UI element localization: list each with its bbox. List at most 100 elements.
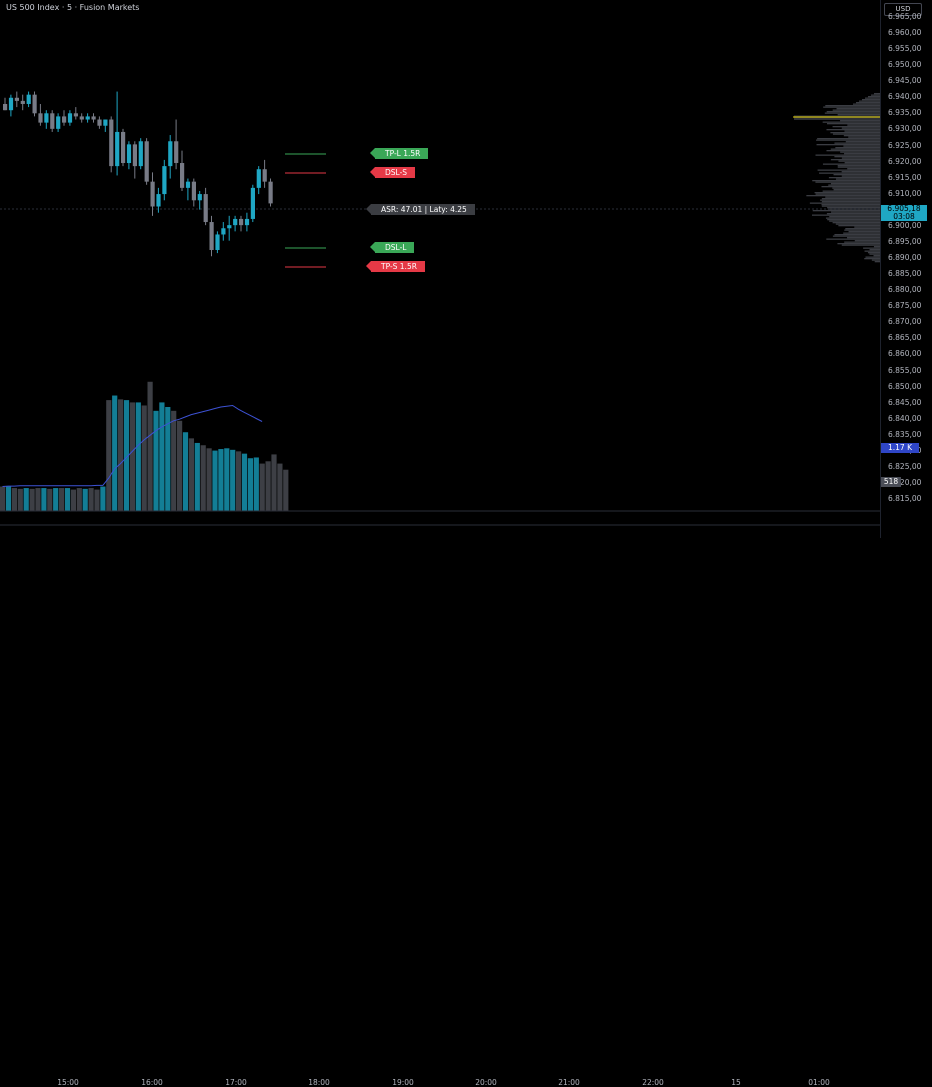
candle-body — [250, 187, 255, 219]
volume-bar — [123, 400, 130, 511]
volume-profile-row — [834, 234, 880, 236]
volume-profile-row — [841, 171, 880, 173]
price-tick-label: 6.930,00 — [888, 124, 922, 134]
candle-body — [203, 194, 208, 223]
volume-bar — [82, 488, 88, 511]
price-tick-label: 6.945,00 — [888, 76, 922, 86]
candle-body — [191, 181, 196, 201]
candle-body — [244, 218, 250, 226]
price-tick-label: 6.910,00 — [888, 188, 922, 198]
volume-profile-row — [815, 154, 880, 156]
candle-body — [8, 97, 14, 111]
volume-profile-row — [841, 127, 880, 129]
candle-body — [121, 131, 126, 164]
volume-profile-row — [816, 144, 880, 146]
volume-profile-row — [820, 199, 880, 201]
time-tick-label: 17:00 — [225, 1078, 247, 1087]
volume-profile-row — [869, 249, 880, 251]
volume-profile-row — [853, 103, 880, 105]
volume-profile-row — [841, 175, 880, 177]
candle-body — [14, 97, 19, 101]
volume-profile-row — [865, 256, 880, 258]
level-lines — [285, 153, 326, 268]
volume-bar — [241, 453, 248, 511]
time-tick-label: 16:00 — [141, 1078, 163, 1087]
volume-ma-line — [2, 404, 263, 487]
volume-profile-row — [822, 121, 880, 123]
time-axis[interactable]: 15:00 16:00 17:00 18:00 19:00 20:00 21:00 22:00… — [0, 538, 932, 1087]
volume-profile-row — [827, 207, 880, 209]
time-tick-label: 20:00 — [475, 1078, 497, 1087]
current-price-value: 6.905,18 — [887, 204, 921, 213]
volume-profile-row — [854, 240, 880, 242]
price-tick-label: 6.935,00 — [888, 108, 922, 118]
volume-bar — [265, 461, 271, 511]
volume-bar — [159, 402, 165, 511]
currency-button[interactable]: USD — [884, 3, 922, 16]
volume-bar — [29, 488, 35, 511]
price-tick-label: 6.925,00 — [888, 140, 922, 150]
candle-body — [156, 194, 161, 207]
volume-bar — [70, 489, 76, 511]
candle-body — [227, 225, 232, 229]
volume-profile-row — [837, 243, 880, 245]
candle-body — [239, 218, 244, 226]
dsl-short-tag: DSL-S — [369, 167, 416, 178]
volume-profile-row — [874, 261, 880, 263]
volume-profile-row — [847, 168, 880, 170]
price-tick-label: 6.955,00 — [888, 44, 922, 54]
price-tick-label: 6.825,00 — [888, 461, 922, 471]
price-tick-label: 6.840,00 — [888, 413, 922, 423]
price-tick-label: 6.940,00 — [888, 92, 922, 102]
time-tick-label: 18:00 — [308, 1078, 330, 1087]
volume-bar — [141, 405, 147, 511]
volume-profile-row — [843, 135, 880, 137]
volume-bar — [5, 486, 12, 511]
volume-profile-row — [821, 198, 880, 200]
volume-bar — [212, 450, 218, 511]
candle-body — [174, 141, 179, 164]
volume-profile-row — [812, 180, 880, 182]
volume-bar — [47, 488, 53, 511]
volume-profile-row — [835, 223, 880, 225]
volume-profile-row — [868, 96, 880, 98]
volume-profile-row — [833, 189, 880, 191]
volume-bar — [129, 402, 135, 511]
volume-profile-row — [830, 148, 880, 150]
volume-profile-row — [812, 214, 880, 216]
volume-profile-row — [832, 133, 880, 135]
volume-profile-row — [825, 196, 880, 198]
price-axis[interactable] — [880, 0, 932, 538]
volume-bar — [147, 381, 153, 511]
candle-body — [126, 144, 132, 164]
volume-bar — [106, 400, 112, 511]
candle-body — [44, 113, 49, 123]
volume-bar — [236, 451, 242, 511]
volume-profile-row — [845, 228, 880, 230]
candle-body — [26, 94, 31, 104]
volume-profile-row — [854, 226, 880, 228]
price-chart-area[interactable] — [0, 0, 880, 538]
time-tick-label: 15:00 — [57, 1078, 79, 1087]
candle-body — [197, 194, 202, 201]
candle-body — [50, 113, 55, 129]
volume-ma-label: 1.17 K — [881, 443, 919, 453]
chart-canvas[interactable] — [0, 0, 880, 538]
volume-bar — [206, 448, 212, 511]
volume-profile-row — [837, 114, 880, 116]
volume-profile-row — [817, 138, 880, 140]
tp-long-tag: TP-L 1.5R — [369, 148, 429, 159]
volume-profile — [794, 93, 880, 263]
volume-profile-row — [838, 160, 880, 162]
price-tick-label: 6.855,00 — [888, 365, 922, 375]
dsl-long-tag: DSL-L — [369, 242, 415, 253]
candle-body — [73, 113, 78, 117]
candle-body — [256, 169, 261, 188]
volume-profile-row — [844, 229, 880, 231]
volume-bar — [112, 395, 118, 511]
time-tick-label: 19:00 — [392, 1078, 414, 1087]
price-tick-label: 6.845,00 — [888, 397, 922, 407]
candle-body — [168, 141, 173, 167]
volume-profile-row — [823, 106, 880, 108]
volume-profile-row — [830, 183, 880, 185]
